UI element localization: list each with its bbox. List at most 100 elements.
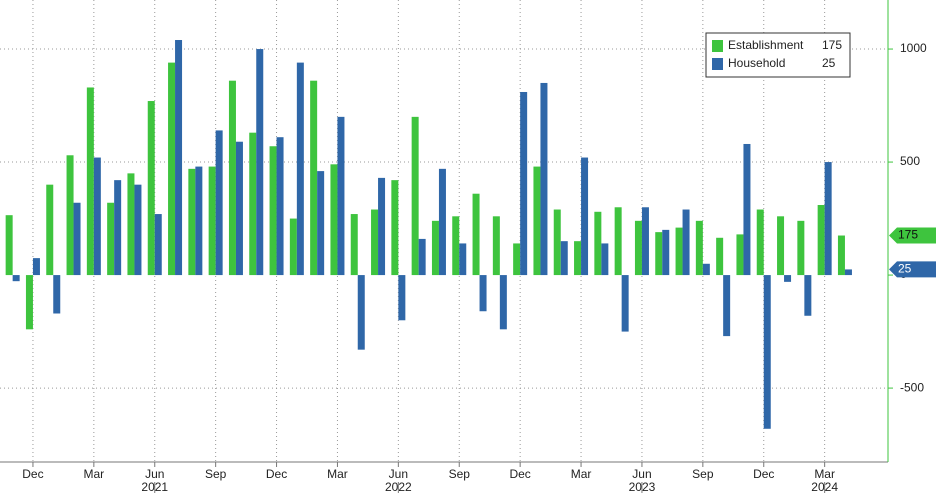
x-tick-label: Jun <box>632 467 651 481</box>
bar <box>736 234 744 276</box>
bar <box>53 275 61 314</box>
legend-box <box>705 32 851 78</box>
bar <box>614 207 622 276</box>
value-tag-label: 25 <box>898 262 912 276</box>
x-tick-label: Sep <box>449 467 471 481</box>
value-tag <box>889 227 936 244</box>
bar <box>337 116 345 276</box>
bar <box>350 214 358 276</box>
year-label: 2024 <box>811 480 838 493</box>
bar <box>540 82 548 276</box>
bar <box>817 205 825 276</box>
bar <box>269 146 277 276</box>
bar <box>134 184 142 276</box>
year-label: 2022 <box>385 480 412 493</box>
bar <box>127 173 135 276</box>
bar <box>357 275 365 350</box>
legend-label: Household <box>728 56 785 70</box>
bar <box>492 216 500 276</box>
bar <box>756 209 764 276</box>
bar <box>418 238 426 276</box>
bar <box>513 243 521 276</box>
value-tag <box>889 261 936 278</box>
bar <box>431 220 439 276</box>
y-tick-label: 1000 <box>900 41 927 55</box>
bar <box>66 155 74 276</box>
x-tick-label: Jun <box>145 467 164 481</box>
bar <box>479 275 487 312</box>
x-tick-label: Jun <box>389 467 408 481</box>
year-label: 2023 <box>629 480 656 493</box>
value-tag-label: 175 <box>898 228 918 242</box>
legend-label: Establishment <box>728 38 804 52</box>
bar <box>12 275 20 282</box>
year-label: 2021 <box>141 480 168 493</box>
bar <box>371 209 379 276</box>
bar <box>330 164 338 276</box>
bar <box>378 177 386 276</box>
bar <box>574 241 582 276</box>
bar <box>411 116 419 276</box>
x-tick-label: Dec <box>266 467 287 481</box>
bar <box>520 91 528 276</box>
bar <box>641 207 649 276</box>
bar <box>682 209 690 276</box>
bar <box>824 162 832 276</box>
y-tick-label: 500 <box>900 154 920 168</box>
bar <box>25 275 33 330</box>
bar <box>46 184 54 276</box>
bar <box>317 171 325 276</box>
bar <box>391 180 399 276</box>
x-tick-label: Mar <box>327 467 348 481</box>
bar <box>398 275 406 321</box>
bar <box>777 216 785 276</box>
bar <box>93 157 101 276</box>
bar <box>804 275 812 316</box>
bar <box>438 168 446 276</box>
bar <box>702 263 710 276</box>
bar <box>228 80 236 276</box>
bar <box>452 216 460 276</box>
bar <box>73 202 81 276</box>
bar <box>695 220 703 276</box>
bar <box>743 143 751 276</box>
bar <box>107 202 115 276</box>
x-tick-label: Sep <box>692 467 714 481</box>
x-tick-label: Dec <box>753 467 774 481</box>
bar <box>114 180 122 276</box>
bar <box>723 275 731 337</box>
bar <box>208 166 216 276</box>
bar <box>634 220 642 276</box>
bar <box>784 275 792 282</box>
x-tick-label: Dec <box>509 467 530 481</box>
bar <box>459 243 467 276</box>
bar <box>601 243 609 276</box>
x-tick-label: Mar <box>814 467 835 481</box>
bar <box>763 275 771 429</box>
bar <box>621 275 629 332</box>
bar <box>249 132 257 276</box>
legend-swatch <box>712 58 723 70</box>
bar <box>168 62 176 276</box>
x-tick-label: Dec <box>22 467 43 481</box>
bar <box>289 218 297 276</box>
bar <box>797 220 805 276</box>
bar <box>499 275 507 330</box>
bar <box>472 193 480 276</box>
bar <box>662 229 670 276</box>
bar <box>154 214 162 276</box>
bar <box>215 130 223 276</box>
bar <box>844 269 852 276</box>
bar <box>276 137 284 276</box>
bar <box>675 227 683 276</box>
legend-value: 25 <box>822 56 836 70</box>
bar <box>655 232 663 276</box>
bar <box>195 166 203 276</box>
bar <box>560 241 568 276</box>
bar <box>594 211 602 276</box>
bar <box>188 168 196 276</box>
bar <box>235 141 243 276</box>
bar <box>837 235 845 276</box>
legend-swatch <box>712 40 723 52</box>
